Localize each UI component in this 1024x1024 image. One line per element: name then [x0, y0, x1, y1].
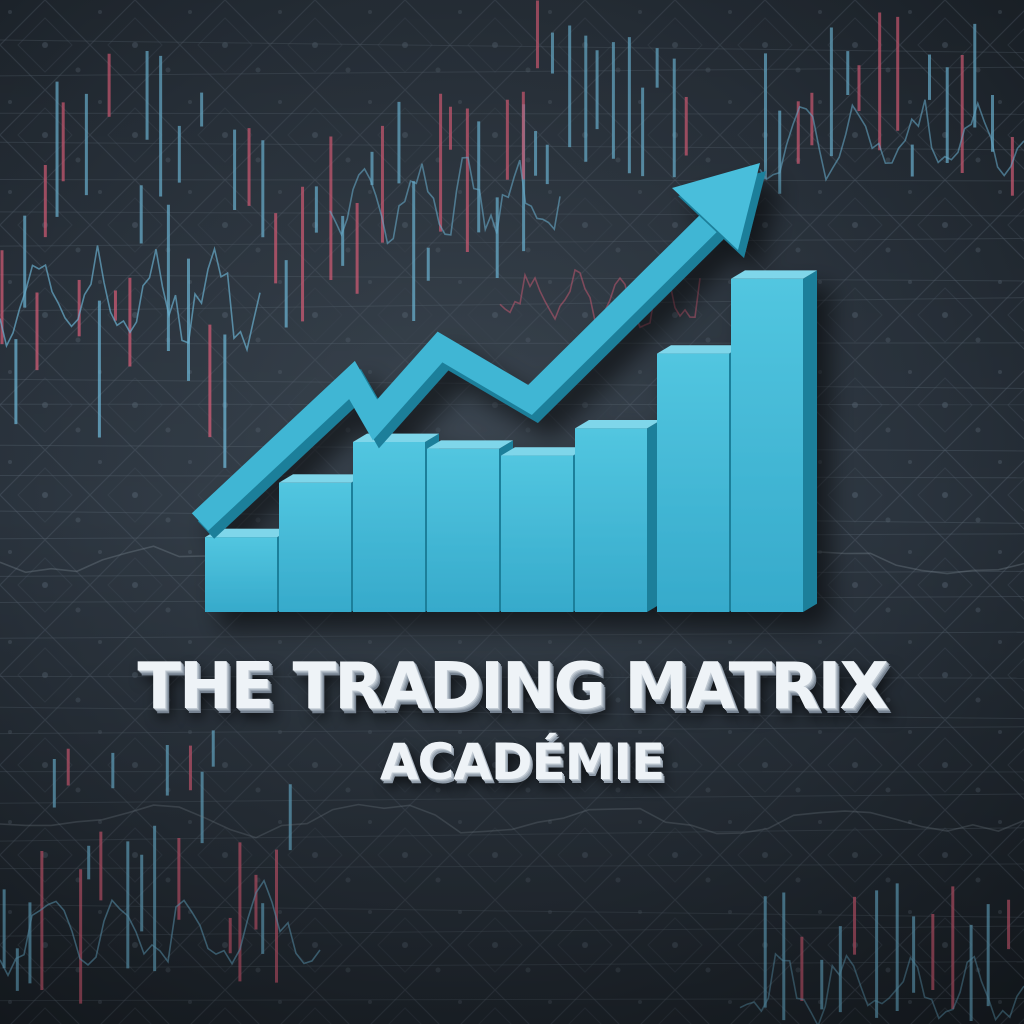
logo-chart — [191, 163, 817, 612]
brand-title: THE TRADING MATRIX — [137, 650, 888, 724]
brand-title-block: THE TRADING MATRIX ACADÉMIE — [0, 648, 1024, 792]
logo-bar — [731, 270, 817, 612]
brand-subtitle: ACADÉMIE — [379, 733, 665, 791]
bar-chart-icon — [205, 270, 817, 612]
rising-arrow-icon — [191, 163, 766, 539]
logo-bar — [575, 420, 661, 612]
logo-bar — [279, 474, 365, 612]
logo-bar — [427, 440, 513, 612]
logo-bar — [657, 345, 743, 612]
logo-bar — [205, 528, 291, 612]
logo-bar — [353, 433, 439, 612]
logo-bar — [501, 447, 587, 612]
